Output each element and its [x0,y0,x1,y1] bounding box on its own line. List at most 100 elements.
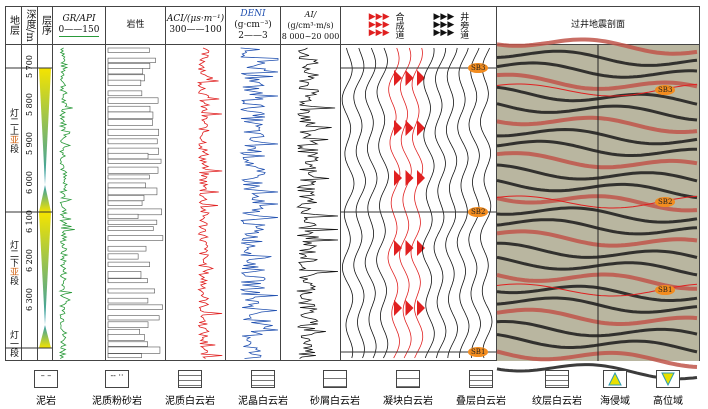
well-trace-icon: ▶▶▶ ▶▶▶ ▶▶▶ [433,12,455,38]
deni-track [226,45,281,361]
lithology-bed [107,111,154,119]
legend-sandy-dolomite: 砂屑白云岩 [300,370,370,407]
lithology-bed [107,315,160,321]
legend-thrombolite-dolomite: 凝块白云岩 [373,370,443,407]
transgressive-triangle [39,185,51,212]
lithology-bed [107,119,153,126]
trace-peak-fill [417,70,425,86]
deni-unit: (g·cm⁻³) [234,19,272,30]
header-deni: DENI (g·cm⁻³) 2——3 [226,6,281,44]
seismic-trace [468,47,481,359]
trace-peak-fill [417,240,425,256]
seismic-trace [445,47,458,359]
seismic-reflector [496,115,698,134]
seismic-reflector [496,61,698,79]
sb1-marker-seismic: SB1 [655,285,676,295]
lithology-bed [107,271,142,279]
aci-title: ACI/(μs·m⁻¹) [166,14,225,24]
seismic-reflector [496,49,698,67]
ai-scale: 8 000~20 000 [281,31,340,41]
highstand-triangle-icon [656,370,680,388]
seismic-reflector [496,85,698,106]
sandy-dolomite-pattern-icon [323,370,347,388]
header-divider [5,44,700,45]
trace-peak-fill [394,170,402,186]
strata-member-1: 灯一段 [7,330,20,357]
trace-peak-fill [394,120,402,136]
header-sequence-label: 层序 [39,15,51,35]
trace-peak-fill [405,170,414,186]
aci-curve [196,47,223,359]
lithology-bed [107,278,148,284]
depth-label: 5 700 [24,55,34,78]
gr-curve [58,47,75,359]
seismic-reflector [496,349,698,369]
sb1-marker-synthetic: SB1 [468,347,489,357]
seismic-reflector [496,151,698,170]
trace-peak-fill [394,70,402,86]
lithology-bed [107,261,150,267]
seismic-trace [433,47,447,359]
lithology-bed [107,187,158,196]
seismic-reflector [496,284,698,302]
header-gr: GR/API 0——150 [53,6,106,44]
lithology-bed [107,213,139,219]
trace-peak-fill [405,300,414,316]
seismic-reflector [496,163,698,183]
seismic-trace [341,47,355,359]
gr-scale: 0——150 [58,24,100,37]
depth-label: 6 000 [24,171,34,194]
seismic-trace [422,47,435,359]
legend-label: 高位域 [653,396,683,407]
lithology-bed [107,341,148,347]
depth-label: 5 900 [24,132,34,155]
seismic-reflector [496,206,698,224]
trace-peak-fill [417,170,425,186]
legend-label: 凝块白云岩 [383,396,433,407]
depth-label: 5 800 [24,93,34,116]
legend-silty-mudstone: -- ·· 泥质粉砂岩 [82,370,152,407]
depth-column [22,45,38,361]
seismic-reflector [496,37,698,56]
lithology-bed [107,68,144,75]
seismic-trace [410,47,424,359]
trace-peak-fill [405,120,414,136]
synthetic-trace-icon: ▶▶▶ ▶▶▶ ▶▶▶ [368,12,390,38]
header-strata-label: 地层 [7,15,19,35]
lithology-bed [107,297,149,304]
legend-mudstone: – – 泥岩 [16,370,76,407]
ai-track [281,45,341,361]
lith-title: 岩性 [126,19,145,30]
lithology-bed [107,128,159,136]
header-traces: ▶▶▶ ▶▶▶ ▶▶▶ 合成道 ▶▶▶ ▶▶▶ ▶▶▶ 井旁道 [341,6,497,44]
trace-track [341,45,497,361]
seismic-trace [399,47,412,359]
lithology-bed [107,63,151,69]
ai-unit: (g/cm³·m/s) [287,20,334,30]
seismic-reflector [497,241,698,259]
legend-micritic-dolomite: 泥晶白云岩 [228,370,298,407]
strata-sub: 亚 [8,135,18,144]
silty-mudstone-pattern-icon: -- ·· [105,370,129,388]
seismic-reflector [497,127,698,146]
sb2-marker-seismic: SB2 [655,197,676,207]
deni-title: DENI [240,8,266,19]
seismic-reflector [496,72,698,91]
seismic-trace [456,47,470,358]
depth-label: 6 200 [24,249,34,272]
highstand-triangle [39,212,51,325]
lithology-bed [107,226,154,231]
sequence-column [38,45,53,361]
lithology-bed [107,219,158,225]
lith-track [106,45,166,361]
trace-peak-fill [394,240,402,256]
legend-label: 海侵域 [600,396,630,407]
aci-track [166,45,226,361]
lithology-bed [107,304,163,310]
seismic-title: 过井地震剖面 [570,19,625,30]
header-depth-label: 深度/m [24,8,35,42]
synthetic-label: 合成道 [393,11,404,39]
deni-scale: 2——3 [238,30,268,41]
lithology-bed [107,346,161,354]
